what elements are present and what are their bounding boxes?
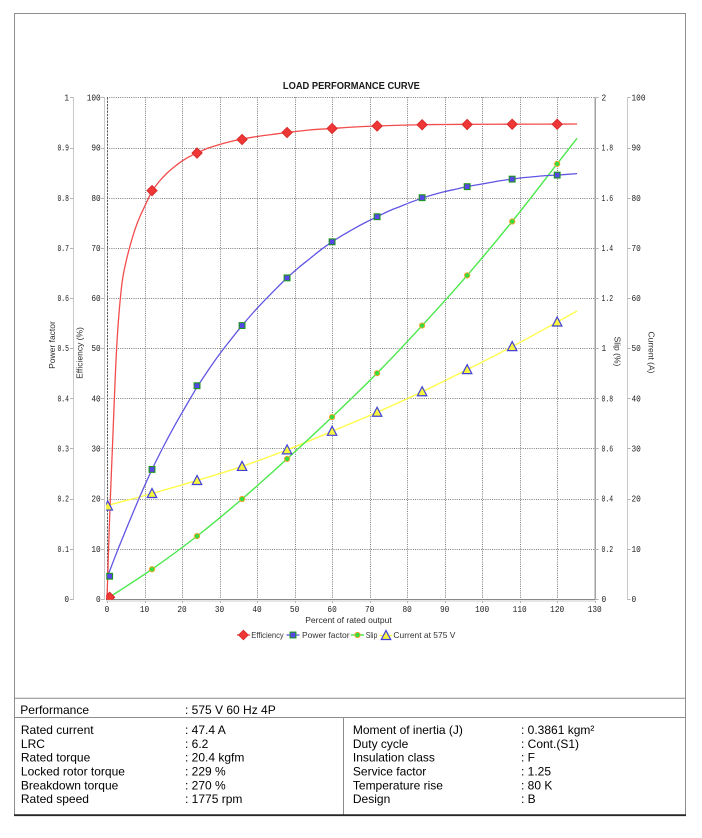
- svg-text:30: 30: [215, 604, 224, 615]
- svg-text:40: 40: [632, 393, 641, 404]
- svg-text:Locked rotor torque: Locked rotor torque: [21, 765, 125, 779]
- svg-text:80: 80: [91, 193, 100, 204]
- svg-text:10: 10: [140, 604, 149, 615]
- svg-text:50: 50: [632, 343, 641, 354]
- svg-text:0.2: 0.2: [602, 544, 614, 555]
- svg-text:0.4: 0.4: [602, 494, 614, 505]
- svg-text:0.6: 0.6: [602, 443, 614, 454]
- svg-text:: Cont.(S1): : Cont.(S1): [521, 737, 579, 751]
- svg-text:0: 0: [64, 594, 69, 605]
- svg-text:Temperature rise: Temperature rise: [353, 778, 443, 792]
- svg-text:70: 70: [91, 243, 100, 254]
- svg-text:1: 1: [602, 343, 607, 354]
- svg-text:60: 60: [632, 293, 641, 304]
- svg-text:2: 2: [602, 93, 607, 104]
- svg-text:: 80 K: : 80 K: [521, 778, 552, 792]
- svg-text:: 575 V 60 Hz 4P: : 575 V 60 Hz 4P: [185, 703, 276, 717]
- svg-text:: F: : F: [521, 751, 535, 765]
- svg-text:Percent of rated output: Percent of rated output: [305, 615, 392, 625]
- svg-text:0.4: 0.4: [57, 393, 69, 404]
- svg-text:50: 50: [290, 604, 299, 615]
- svg-text:0: 0: [602, 594, 607, 605]
- svg-text:1: 1: [64, 93, 69, 104]
- svg-text:LRC: LRC: [21, 737, 45, 751]
- svg-text:0.5: 0.5: [57, 343, 69, 354]
- svg-text:: 229 %: : 229 %: [185, 765, 226, 779]
- svg-text:0: 0: [105, 604, 110, 615]
- svg-text:40: 40: [252, 604, 261, 615]
- svg-text:Rated speed: Rated speed: [21, 792, 89, 806]
- svg-text:90: 90: [440, 604, 449, 615]
- svg-text:90: 90: [632, 143, 641, 154]
- svg-text:Service factor: Service factor: [353, 765, 426, 779]
- svg-text:30: 30: [91, 443, 100, 454]
- svg-text:: 47.4 A: : 47.4 A: [185, 723, 226, 737]
- svg-text:Moment of inertia (J): Moment of inertia (J): [353, 723, 463, 737]
- svg-text:90: 90: [91, 143, 100, 154]
- svg-text:LOAD PERFORMANCE CURVE: LOAD PERFORMANCE CURVE: [283, 81, 420, 92]
- svg-text:Slip (%): Slip (%): [613, 337, 623, 367]
- svg-text:Breakdown torque: Breakdown torque: [21, 778, 119, 792]
- svg-text:0.2: 0.2: [57, 494, 69, 505]
- svg-text:Efficiency: Efficiency: [251, 630, 284, 640]
- svg-text:60: 60: [91, 293, 100, 304]
- svg-text:Design: Design: [353, 792, 390, 806]
- svg-text:50: 50: [91, 343, 100, 354]
- svg-text:20: 20: [632, 494, 641, 505]
- svg-text:Current at 575 V: Current at 575 V: [393, 630, 455, 640]
- svg-text:30: 30: [632, 443, 641, 454]
- svg-text:0.9: 0.9: [57, 143, 69, 154]
- svg-text:: 1.25: : 1.25: [521, 765, 551, 779]
- svg-text:Current (A): Current (A): [647, 331, 657, 373]
- svg-text:0.1: 0.1: [57, 544, 69, 555]
- svg-text:120: 120: [550, 604, 564, 615]
- svg-text:1.6: 1.6: [602, 193, 614, 204]
- svg-text:: 20.4 kgfm: : 20.4 kgfm: [185, 751, 244, 765]
- svg-text:110: 110: [513, 604, 527, 615]
- svg-text:60: 60: [327, 604, 336, 615]
- svg-text:Insulation class: Insulation class: [353, 751, 435, 765]
- svg-text:: 0.3861 kgm²: : 0.3861 kgm²: [521, 723, 594, 737]
- svg-text:70: 70: [365, 604, 374, 615]
- svg-text:100: 100: [87, 93, 101, 104]
- svg-text:Power factor: Power factor: [47, 321, 57, 369]
- svg-text:0.8: 0.8: [57, 193, 69, 204]
- svg-text:40: 40: [91, 393, 100, 404]
- svg-text:100: 100: [632, 93, 646, 104]
- svg-text:0.8: 0.8: [602, 393, 614, 404]
- svg-text:20: 20: [177, 604, 186, 615]
- svg-text:0.3: 0.3: [57, 443, 69, 454]
- svg-text:Slip: Slip: [366, 630, 378, 640]
- svg-text:Rated current: Rated current: [21, 723, 94, 737]
- svg-text:20: 20: [91, 494, 100, 505]
- svg-text:0: 0: [632, 594, 637, 605]
- svg-text:: 270 %: : 270 %: [185, 778, 226, 792]
- svg-text:0: 0: [96, 594, 101, 605]
- svg-text:: 1775 rpm: : 1775 rpm: [185, 792, 242, 806]
- svg-text:1.2: 1.2: [602, 293, 614, 304]
- svg-text:: 6.2: : 6.2: [185, 737, 209, 751]
- svg-text:Duty cycle: Duty cycle: [353, 737, 409, 751]
- svg-text:1.4: 1.4: [602, 243, 614, 254]
- svg-text:Performance: Performance: [20, 703, 89, 717]
- svg-text:70: 70: [632, 243, 641, 254]
- svg-text:100: 100: [475, 604, 489, 615]
- svg-text:0.6: 0.6: [57, 293, 69, 304]
- svg-text:80: 80: [402, 604, 411, 615]
- svg-text:Power factor: Power factor: [302, 630, 350, 640]
- svg-text:130: 130: [588, 604, 602, 615]
- svg-text:Efficiency (%): Efficiency (%): [75, 327, 85, 379]
- svg-text:0.7: 0.7: [57, 243, 69, 254]
- svg-text:80: 80: [632, 193, 641, 204]
- svg-text:Rated torque: Rated torque: [21, 751, 91, 765]
- svg-text:10: 10: [632, 544, 641, 555]
- svg-text:: B: : B: [521, 792, 536, 806]
- svg-text:10: 10: [91, 544, 100, 555]
- svg-text:1.8: 1.8: [602, 143, 614, 154]
